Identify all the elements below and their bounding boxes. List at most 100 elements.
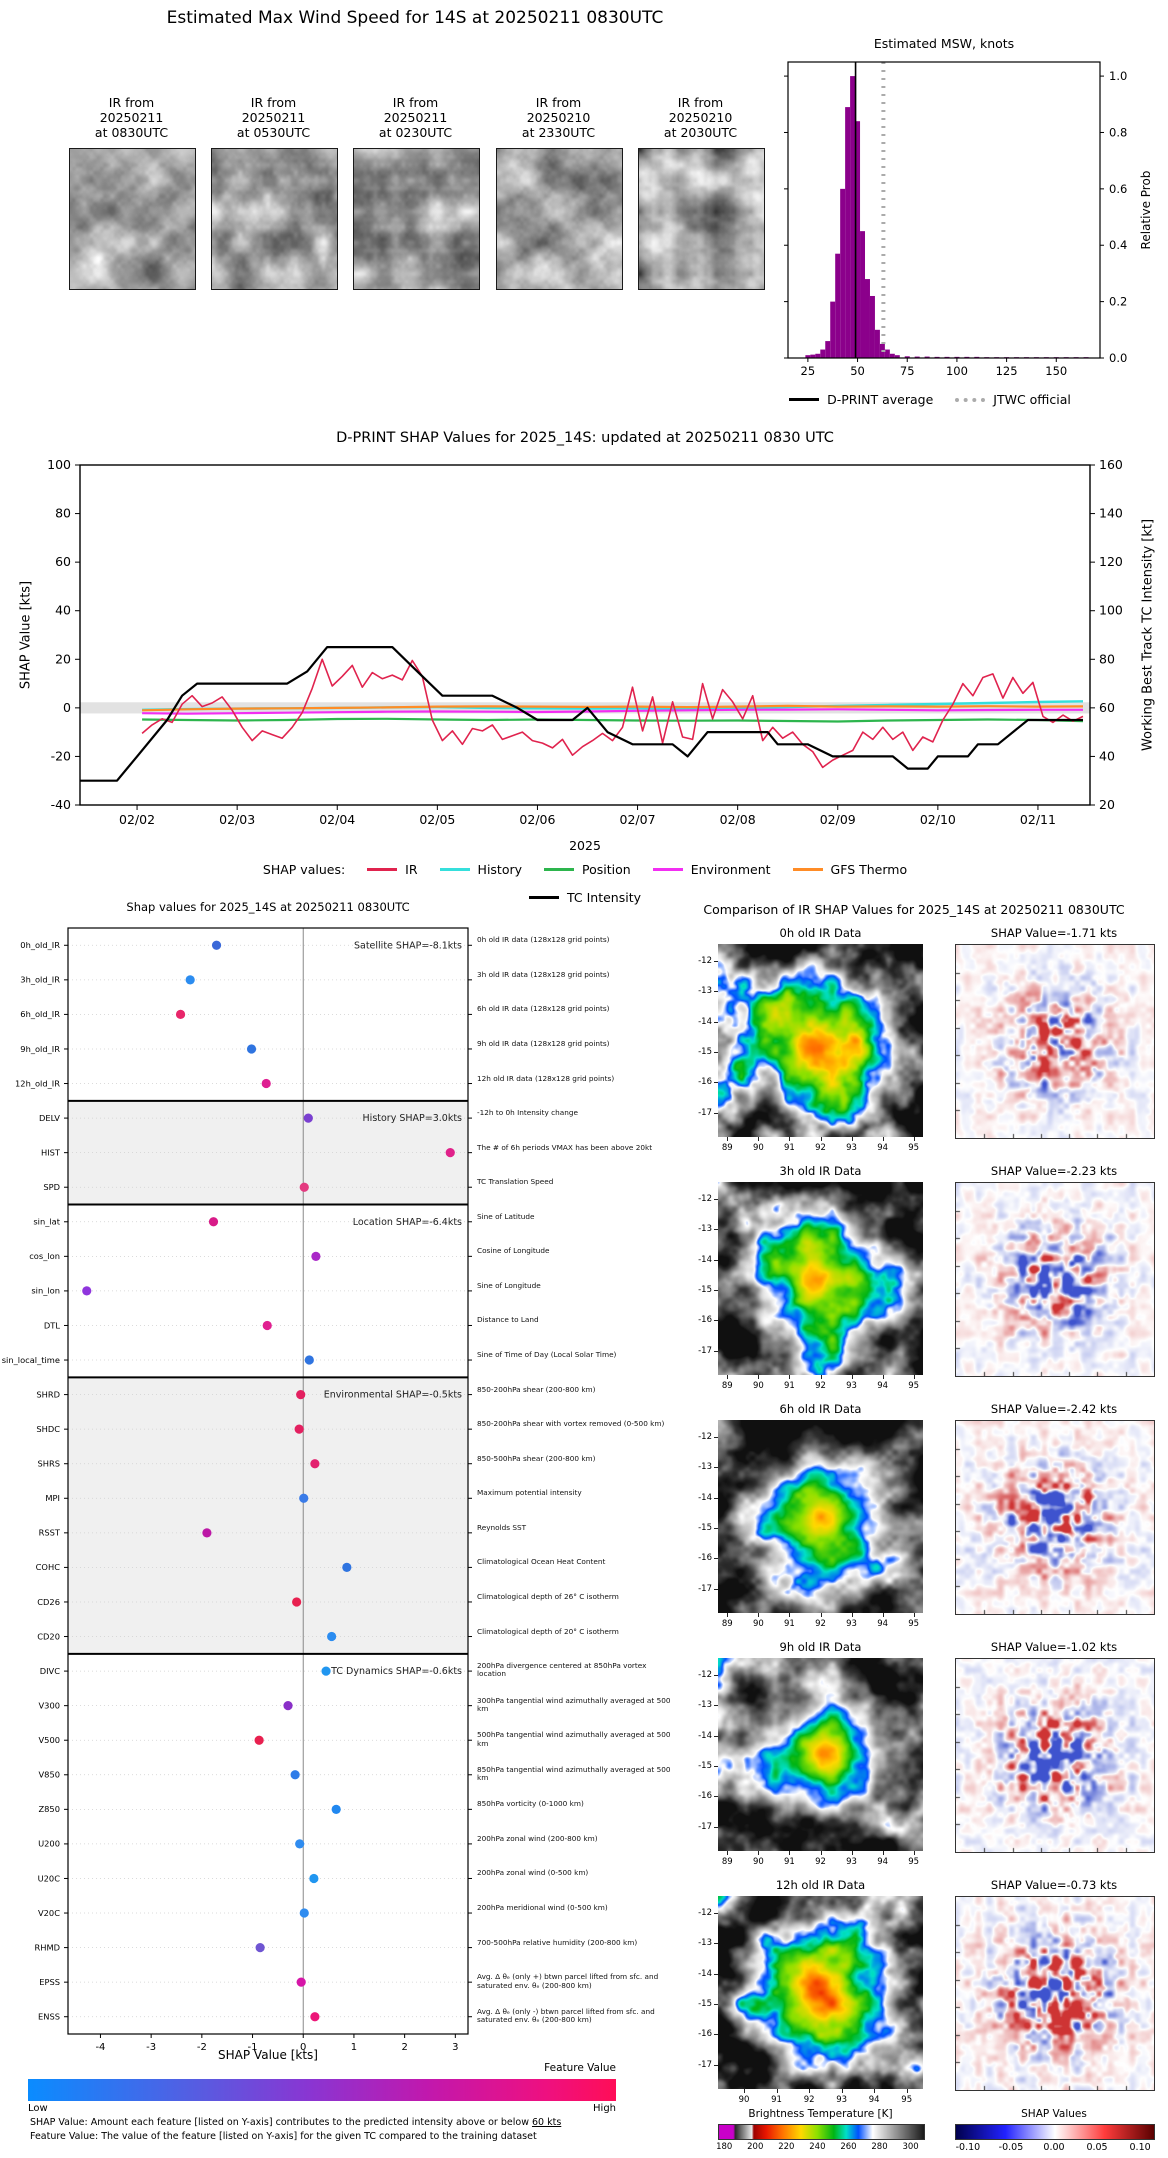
lat-tick bbox=[714, 1826, 718, 1828]
lat-tick-label: -13 bbox=[698, 1700, 712, 1711]
lon-tick-label: 91 bbox=[784, 1143, 795, 1153]
lat-tick bbox=[714, 1112, 718, 1114]
svg-text:60: 60 bbox=[1099, 700, 1115, 715]
lon-tick-label: 90 bbox=[752, 1381, 764, 1391]
lat-tick-label: -13 bbox=[698, 986, 712, 997]
line-swatch bbox=[792, 868, 823, 871]
lat-tick bbox=[714, 1051, 718, 1053]
svg-text:25: 25 bbox=[801, 364, 816, 378]
feature-value-colorbar-label: Feature Value bbox=[544, 2062, 616, 2074]
lon-tick-label: 93 bbox=[846, 1381, 857, 1391]
shap-dotplot: 0h_old_IR 3h_old_IR 6h_old_IR 9h_old_IR 12h_… bbox=[2, 927, 472, 2053]
legend-dprint-average: D-PRINT average bbox=[789, 392, 933, 407]
lat-tick-label: -15 bbox=[698, 1760, 712, 1771]
svg-text:U200: U200 bbox=[38, 1839, 60, 1849]
svg-text:-2: -2 bbox=[197, 2042, 207, 2053]
svg-text:Location SHAP=-6.4kts: Location SHAP=-6.4kts bbox=[353, 1217, 462, 1228]
shap-tick-label: 0.10 bbox=[1129, 2142, 1151, 2153]
shap-map-title: SHAP Value=-2.23 kts bbox=[990, 1164, 1118, 1178]
svg-text:02/04: 02/04 bbox=[319, 812, 355, 827]
lat-tick-label: -16 bbox=[698, 2029, 712, 2040]
feature-desc-SPD: TC Translation Speed bbox=[477, 1177, 554, 1187]
lat-tick bbox=[714, 1705, 718, 1707]
feature-desc-3h_old_IR: 3h old IR data (128x128 grid points) bbox=[477, 969, 610, 979]
timeseries-legend-prefix: SHAP values: bbox=[262, 862, 346, 877]
feature-desc-ENSS: Avg. Δ θₑ (only -) btwn parcel lifted fr… bbox=[477, 2006, 655, 2025]
lon-tick-label: 94 bbox=[877, 1619, 889, 1629]
feature-value-footnote: Feature Value: The value of the feature … bbox=[30, 2131, 537, 2142]
lon-tick bbox=[851, 1137, 853, 1141]
lat-tick bbox=[714, 1198, 718, 1200]
timeseries-legend-row2: TC Intensity bbox=[80, 890, 1090, 905]
lat-tick bbox=[714, 2003, 718, 2005]
lat-tick-label: -16 bbox=[698, 1791, 712, 1802]
legend-item-position: Position bbox=[544, 862, 631, 877]
lon-tick bbox=[727, 1613, 729, 1617]
shap-map-title: SHAP Value=-1.71 kts bbox=[990, 926, 1118, 940]
comparison-row-3: 9h old IR Data SHAP Value=-1.02 kts -12 -… bbox=[0, 1640, 1168, 1878]
bt-tick-label: 300 bbox=[902, 2142, 919, 2152]
lon-tick bbox=[882, 1375, 884, 1379]
lon-tick bbox=[882, 1613, 884, 1617]
svg-text:DIVC: DIVC bbox=[40, 1666, 61, 1676]
svg-text:40: 40 bbox=[55, 603, 71, 618]
lat-tick-label: -17 bbox=[698, 1345, 712, 1356]
ir-thumbnail-label: IR from 20250211 at 0230UTC bbox=[378, 95, 453, 140]
ir-thumbnail-label: IR from 20250211 at 0830UTC bbox=[94, 95, 169, 140]
shap-tick-label: 0.05 bbox=[1086, 2142, 1108, 2153]
lon-tick bbox=[789, 1613, 791, 1617]
bt-colorbar-ticks: 180 200 220 240 260 280 300 bbox=[716, 2142, 923, 2154]
feature-desc-V850: 850hPa tangential wind azimuthally avera… bbox=[477, 1764, 671, 1783]
feature-desc-sin_lon: Sine of Longitude bbox=[477, 1280, 541, 1290]
svg-text:160: 160 bbox=[1099, 457, 1123, 472]
feature-desc-cos_lon: Cosine of Longitude bbox=[477, 1246, 550, 1256]
svg-text:V850: V850 bbox=[38, 1770, 60, 1780]
feature-desc-U200: 200hPa zonal wind (200-800 km) bbox=[477, 1833, 598, 1843]
lon-tick-label: 91 bbox=[771, 2095, 782, 2105]
lon-tick bbox=[776, 2089, 778, 2093]
lat-tick bbox=[714, 2064, 718, 2066]
feature-desc-HIST: The # of 6h periods VMAX has been above … bbox=[477, 1142, 653, 1152]
lon-tick bbox=[851, 1851, 853, 1855]
ir-map-canvas bbox=[718, 944, 923, 1137]
ir-thumbnail-4: IR from 20250210 at 2030UTC bbox=[638, 95, 765, 290]
lon-tick-label: 92 bbox=[815, 1381, 826, 1391]
lon-tick-label: 92 bbox=[815, 1857, 826, 1867]
colorbar-low-label: Low bbox=[28, 2103, 48, 2114]
lon-tick bbox=[789, 1375, 791, 1379]
feature-desc-CD20: Climatological depth of 20° C isotherm bbox=[477, 1626, 619, 1636]
lat-tick bbox=[714, 1436, 718, 1438]
feature-desc-V20C: 200hPa meridional wind (0-500 km) bbox=[477, 1903, 608, 1913]
ir-thumbnail-image bbox=[69, 148, 196, 290]
svg-text:0: 0 bbox=[63, 700, 71, 715]
svg-text:V500: V500 bbox=[38, 1735, 60, 1745]
dotplot-title: Shap values for 2025_14S at 20250211 083… bbox=[126, 900, 410, 914]
feature-value-colorbar bbox=[28, 2079, 616, 2101]
svg-text:EPSS: EPSS bbox=[39, 1977, 60, 1987]
ir-thumbnail-2: IR from 20250211 at 0230UTC bbox=[353, 95, 480, 290]
legend-item-gfs-thermo: GFS Thermo bbox=[792, 862, 907, 877]
shap-map-canvas bbox=[955, 944, 1155, 1139]
svg-text:SPD: SPD bbox=[43, 1182, 60, 1192]
legend-item-environment: Environment bbox=[652, 862, 771, 877]
lon-tick-label: 93 bbox=[846, 1143, 857, 1153]
svg-text:0.8: 0.8 bbox=[1109, 125, 1127, 139]
svg-text:cos_lon: cos_lon bbox=[29, 1251, 60, 1261]
feature-desc-CD26: Climatological depth of 26° C isotherm bbox=[477, 1591, 619, 1601]
legend-item-history: History bbox=[439, 862, 522, 877]
lon-tick-label: 90 bbox=[752, 1143, 764, 1153]
lon-tick bbox=[913, 1851, 915, 1855]
ir-map-canvas bbox=[718, 1182, 923, 1375]
lat-tick-label: -16 bbox=[698, 1315, 712, 1326]
svg-text:140: 140 bbox=[1099, 506, 1123, 521]
histogram-title: Estimated MSW, knots bbox=[873, 36, 1015, 51]
bt-colorbar bbox=[718, 2124, 925, 2140]
svg-text:02/09: 02/09 bbox=[820, 812, 856, 827]
lat-tick bbox=[714, 1320, 718, 1322]
line-swatch bbox=[439, 868, 470, 871]
shap-tick-label: 0.00 bbox=[1043, 2142, 1065, 2153]
solid-line-swatch bbox=[789, 398, 820, 401]
svg-text:0.6: 0.6 bbox=[1109, 182, 1127, 196]
svg-text:DTL: DTL bbox=[44, 1320, 60, 1330]
comparison-row-2: 6h old IR Data SHAP Value=-2.42 kts -12 -… bbox=[0, 1402, 1168, 1640]
